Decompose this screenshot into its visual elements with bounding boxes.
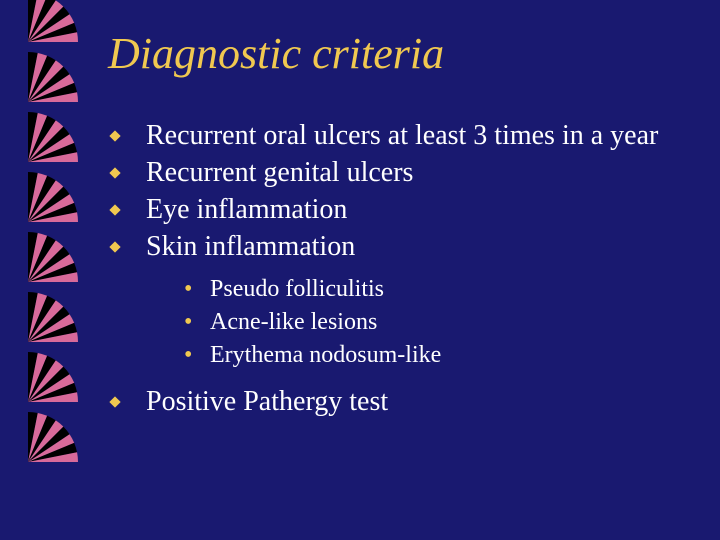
dot-bullet-icon: •: [184, 307, 210, 337]
diamond-bullet-icon: [108, 118, 146, 143]
main-item: Skin inflammation: [108, 229, 698, 264]
sub-list: • Pseudo folliculitis • Acne-like lesion…: [184, 274, 698, 372]
main-item: Positive Pathergy test: [108, 384, 698, 419]
fan-icon: [18, 50, 80, 112]
sub-item-text: Acne-like lesions: [210, 307, 377, 338]
sub-item: • Pseudo folliculitis: [184, 274, 698, 305]
main-item: Eye inflammation: [108, 192, 698, 227]
fan-icon: [18, 410, 80, 472]
main-item-text: Skin inflammation: [146, 229, 355, 264]
fan-icon: [18, 170, 80, 232]
sub-item: • Acne-like lesions: [184, 307, 698, 338]
sub-item-text: Pseudo folliculitis: [210, 274, 384, 305]
slide-title: Diagnostic criteria: [108, 28, 444, 79]
left-decoration: [0, 0, 90, 540]
main-item-text: Eye inflammation: [146, 192, 347, 227]
fan-icon: [18, 350, 80, 412]
main-item-text: Recurrent oral ulcers at least 3 times i…: [146, 118, 658, 153]
fan-icon: [18, 110, 80, 172]
dot-bullet-icon: •: [184, 274, 210, 304]
main-list: Recurrent oral ulcers at least 3 times i…: [108, 118, 698, 264]
fan-icon: [18, 290, 80, 352]
fan-icon: [18, 0, 80, 52]
diamond-bullet-icon: [108, 384, 146, 409]
fan-icon: [18, 230, 80, 292]
slide-content: Recurrent oral ulcers at least 3 times i…: [108, 118, 698, 421]
dot-bullet-icon: •: [184, 340, 210, 370]
sub-item: • Erythema nodosum-like: [184, 340, 698, 371]
main-item: Recurrent genital ulcers: [108, 155, 698, 190]
main-item-text: Recurrent genital ulcers: [146, 155, 413, 190]
diamond-bullet-icon: [108, 229, 146, 254]
main-item: Recurrent oral ulcers at least 3 times i…: [108, 118, 698, 153]
sub-item-text: Erythema nodosum-like: [210, 340, 441, 371]
main-item-text: Positive Pathergy test: [146, 384, 388, 419]
diamond-bullet-icon: [108, 192, 146, 217]
main-list-after: Positive Pathergy test: [108, 384, 698, 419]
diamond-bullet-icon: [108, 155, 146, 180]
